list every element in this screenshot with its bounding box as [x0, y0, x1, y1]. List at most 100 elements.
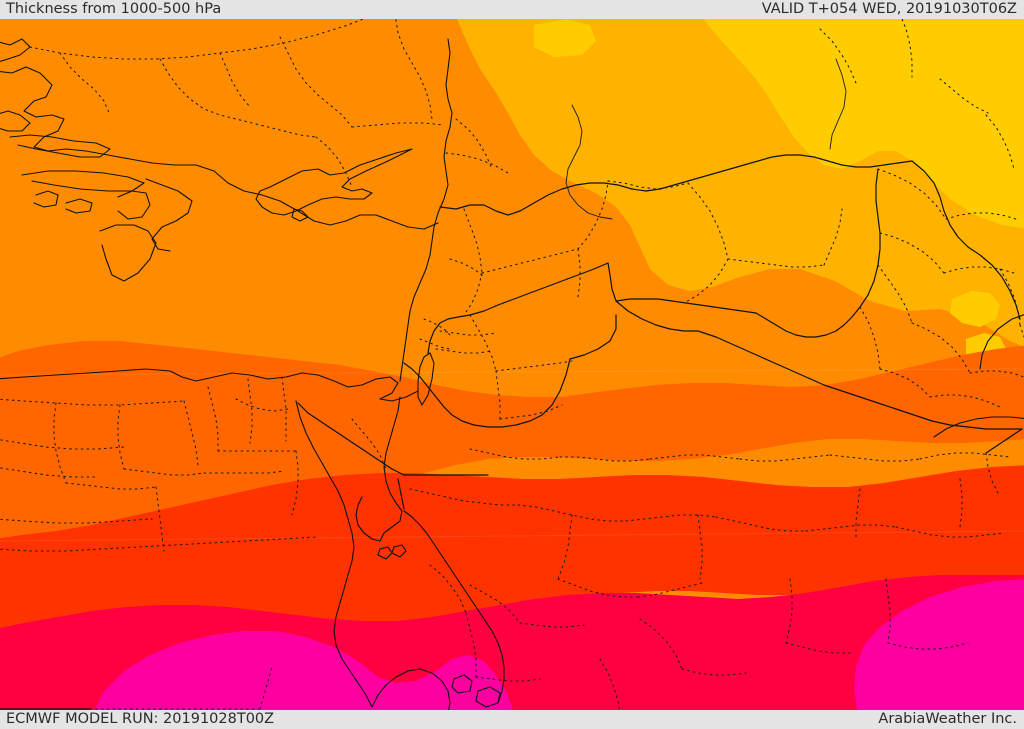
valid-time-label: VALID T+054 WED, 20191030T06Z: [761, 1, 1017, 17]
admin-saudi-30: [959, 478, 963, 528]
admin-syria-9: [577, 248, 581, 298]
admin-israel-2: [419, 338, 451, 350]
admin-egypt-18: [0, 467, 99, 478]
provider-credit: ArabiaWeather Inc.: [878, 711, 1017, 727]
coast-island-a: [33, 190, 59, 208]
coast-redsea-island2: [475, 686, 501, 708]
admin-caucasus-2: [901, 19, 913, 78]
contour-seam-upper: [0, 368, 1024, 376]
admin-saudi-7: [469, 448, 561, 460]
river-euphrates: [565, 104, 613, 220]
admin-egypt-11: [281, 376, 287, 442]
admin-lebanon-1: [449, 258, 485, 278]
coast-cyprus: [255, 148, 413, 216]
band-yellow-patch-a: [950, 291, 1000, 327]
admin-saudi-11: [829, 454, 921, 462]
admin-saudi-1: [409, 488, 519, 506]
admin-saudi-3: [625, 514, 717, 522]
admin-israel-1: [423, 318, 453, 338]
border-jordan-syria-w: [457, 262, 609, 318]
admin-syria-10: [683, 258, 729, 304]
border-syria-iraq: [755, 168, 881, 338]
coast-rhodes: [117, 190, 151, 220]
admin-syria-6: [727, 258, 825, 268]
coast-greek-islands-2: [9, 134, 111, 158]
admin-turkey-2: [279, 36, 353, 128]
coast-island-b: [65, 198, 93, 214]
admin-jordan-4: [499, 404, 563, 420]
admin-sudan-2: [259, 666, 273, 710]
border-syria-jordan: [607, 262, 757, 314]
admin-syria-1: [463, 208, 483, 274]
coast-greek-islands-1: [0, 110, 31, 132]
page-title: Thickness from 1000-500 hPa: [6, 1, 222, 17]
border-kuwait: [985, 428, 1023, 454]
admin-iraq-2: [945, 212, 1017, 220]
admin-saudi-29: [855, 488, 861, 538]
admin-iraq-3: [879, 232, 945, 274]
admin-saudi-5: [805, 524, 897, 532]
admin-saudi-27: [681, 668, 747, 676]
admin-syria-2: [481, 248, 579, 274]
coast-tiran-b: [391, 544, 407, 558]
admin-iraq-4: [943, 266, 1015, 274]
admin-egypt-14: [0, 518, 153, 524]
admin-saudi-12: [919, 452, 1011, 460]
admin-turkey-5: [159, 58, 317, 138]
coast-egypt-med: [0, 368, 419, 402]
band-magenta-a: [94, 631, 513, 710]
admin-saudi-26: [639, 618, 683, 670]
admin-syria-3: [577, 180, 609, 250]
coast-sinai-south: [355, 496, 381, 542]
admin-jordan-2: [495, 360, 573, 372]
admin-saudi-9: [649, 454, 741, 460]
admin-jordan-5: [439, 330, 497, 336]
border-jordan-saudi-ne: [569, 314, 617, 360]
coast-cyprus-akrotiri: [291, 208, 309, 222]
coast-turkey-west: [0, 66, 439, 230]
band-red-orange: [0, 465, 1024, 632]
admin-boundaries: [0, 19, 1024, 710]
admin-syria-4: [607, 180, 689, 190]
admin-jordan-6: [435, 348, 493, 354]
coast-persian-gulf: [933, 416, 1024, 438]
admin-egypt-13: [155, 486, 165, 552]
border-iraq-saudi: [697, 330, 1023, 430]
border-jordan-israel: [427, 316, 459, 354]
admin-caucasus-1: [819, 28, 857, 84]
admin-egypt-6: [65, 482, 157, 490]
coast-redsea-west: [371, 668, 451, 710]
coast-levant: [399, 38, 453, 382]
admin-iraq-6: [911, 322, 971, 374]
admin-saudi-10: [739, 454, 831, 462]
coast-sinai-east: [379, 396, 403, 542]
admin-saudi-2: [517, 504, 627, 522]
admin-saudi-22: [785, 578, 793, 644]
admin-saudi-14: [557, 578, 639, 598]
coast-turkey-sw: [145, 178, 193, 252]
admin-saudi-6: [895, 526, 1005, 538]
coast-crete: [21, 170, 145, 192]
admin-iran-3: [985, 114, 1015, 170]
admin-kuwait: [985, 452, 999, 494]
map-canvas[interactable]: [0, 19, 1024, 710]
coast-gulf-iran: [979, 314, 1024, 370]
admin-syria-12: [455, 118, 493, 170]
admin-iraq-9: [879, 368, 931, 398]
border-turkey-syria: [439, 154, 913, 216]
admin-egypt-17: [0, 439, 125, 450]
footer-bar: ECMWF MODEL RUN: 20191028T00Z ArabiaWeat…: [0, 710, 1024, 729]
admin-egypt-4: [123, 468, 205, 476]
admin-syria-8: [463, 272, 483, 316]
admin-saudi-8: [559, 456, 651, 462]
admin-iraq-7: [969, 370, 1024, 378]
border-israel-egypt: [297, 402, 405, 476]
admin-iraq-5: [877, 264, 913, 324]
border-jordan-iraq: [615, 300, 699, 332]
admin-egypt-12: [291, 450, 299, 516]
model-run-label: ECMWF MODEL RUN: 20191028T00Z: [6, 711, 275, 727]
admin-iraq-10: [929, 394, 1001, 408]
border-eilat: [397, 478, 405, 510]
admin-egypt-15: [0, 536, 319, 552]
